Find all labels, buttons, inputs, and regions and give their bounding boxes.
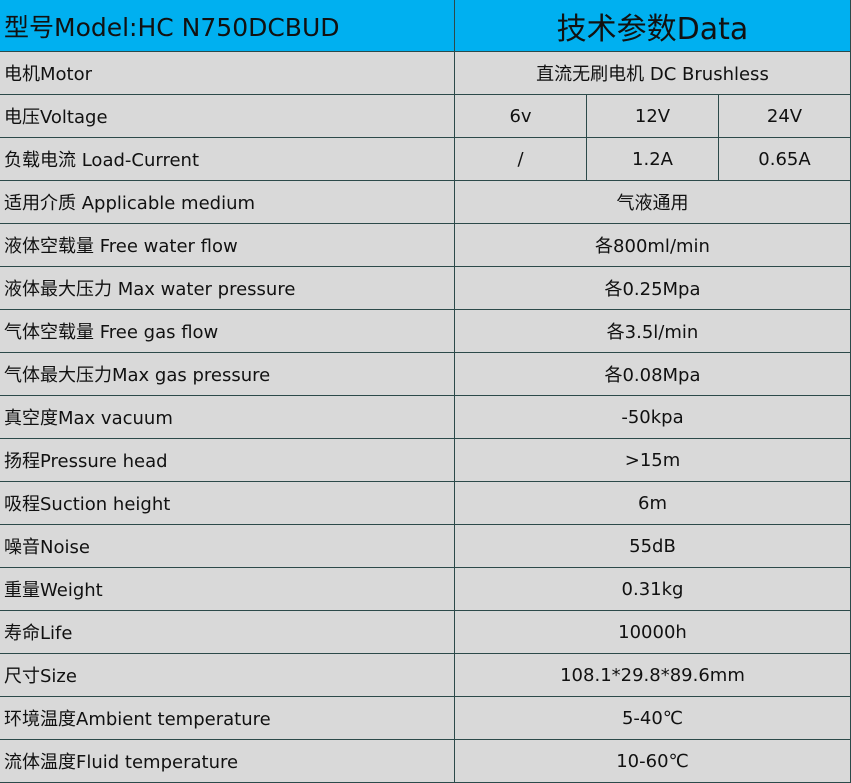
row-label: 重量Weight	[0, 568, 455, 611]
row-value: 各800ml/min	[455, 224, 851, 267]
row-value: 各3.5l/min	[455, 310, 851, 353]
row-value: 各0.08Mpa	[455, 353, 851, 396]
row-label: 液体最大压力 Max water pressure	[0, 267, 455, 310]
row-label: 吸程Suction height	[0, 482, 455, 525]
row-value: 5-40℃	[455, 697, 851, 740]
row-value: 10000h	[455, 611, 851, 654]
row-label: 真空度Max vacuum	[0, 396, 455, 439]
row-value: 1.2A	[587, 138, 719, 181]
row-label: 尺寸Size	[0, 654, 455, 697]
row-value: 108.1*29.8*89.6mm	[455, 654, 851, 697]
row-value: 0.31kg	[455, 568, 851, 611]
row-value: -50kpa	[455, 396, 851, 439]
row-value: 55dB	[455, 525, 851, 568]
row-value: 24V	[719, 95, 851, 138]
row-value: 10-60℃	[455, 740, 851, 783]
row-value: 直流无刷电机 DC Brushless	[455, 52, 851, 95]
row-value: 6m	[455, 482, 851, 525]
row-value: 各0.25Mpa	[455, 267, 851, 310]
row-label: 气体空载量 Free gas flow	[0, 310, 455, 353]
row-label: 扬程Pressure head	[0, 439, 455, 482]
row-label: 负载电流 Load-Current	[0, 138, 455, 181]
row-value: /	[455, 138, 587, 181]
row-value: >15m	[455, 439, 851, 482]
row-value: 气液通用	[455, 181, 851, 224]
row-label: 流体温度Fluid temperature	[0, 740, 455, 783]
row-value: 0.65A	[719, 138, 851, 181]
row-label: 电压Voltage	[0, 95, 455, 138]
row-label: 适用介质 Applicable medium	[0, 181, 455, 224]
row-value: 12V	[587, 95, 719, 138]
row-label: 噪音Noise	[0, 525, 455, 568]
row-value: 6v	[455, 95, 587, 138]
row-label: 液体空载量 Free water flow	[0, 224, 455, 267]
section-title: 技术参数Data	[455, 0, 851, 52]
model-title: 型号Model:HC N750DCBUD	[0, 0, 455, 52]
row-label: 电机Motor	[0, 52, 455, 95]
row-label: 气体最大压力Max gas pressure	[0, 353, 455, 396]
row-label: 环境温度Ambient temperature	[0, 697, 455, 740]
row-label: 寿命Life	[0, 611, 455, 654]
